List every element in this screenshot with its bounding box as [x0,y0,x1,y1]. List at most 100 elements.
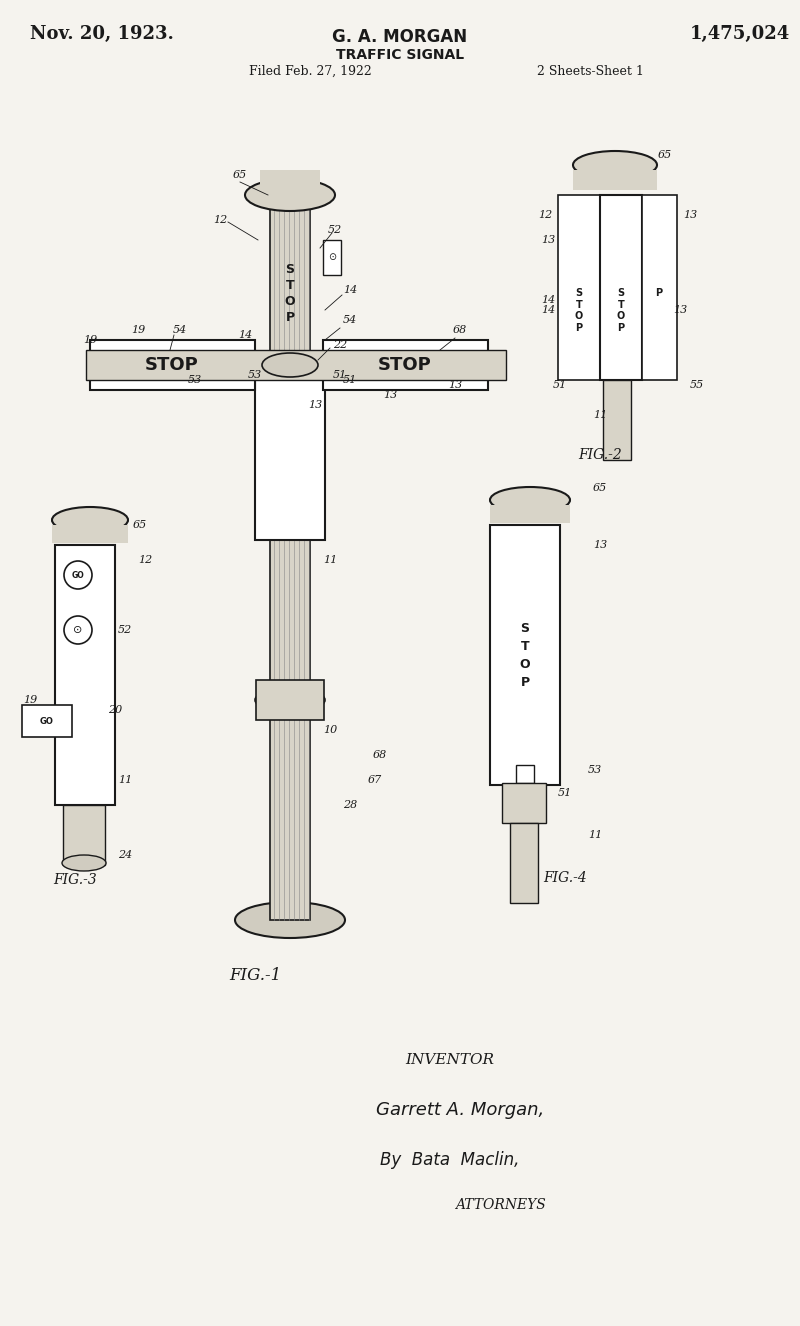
Text: 51: 51 [333,370,347,381]
Text: 53: 53 [188,375,202,385]
Text: 68: 68 [453,325,467,335]
Text: 52: 52 [328,225,342,235]
Text: 52: 52 [118,625,132,635]
Text: INVENTOR: INVENTOR [406,1053,494,1067]
Text: 12: 12 [538,210,552,220]
Text: G. A. MORGAN: G. A. MORGAN [333,28,467,46]
Text: GO: GO [72,570,84,579]
Ellipse shape [52,507,128,533]
Text: FIG.-4: FIG.-4 [543,871,587,884]
Text: STOP: STOP [145,355,199,374]
Text: 1,475,024: 1,475,024 [690,25,790,42]
Bar [22,705,72,737]
Text: 28: 28 [343,800,357,810]
Text: 65: 65 [133,520,147,530]
Text: 13: 13 [308,400,322,410]
Text: 53: 53 [588,765,602,774]
Text: S
T
O
P: S T O P [575,288,583,333]
Text: 53: 53 [248,370,262,381]
Text: 20: 20 [108,705,122,715]
Text: 51: 51 [343,375,357,385]
Text: 12: 12 [213,215,227,225]
Text: 54: 54 [343,316,357,325]
Ellipse shape [245,179,335,211]
Ellipse shape [262,353,318,377]
Text: 65: 65 [658,150,672,160]
Bar [603,381,631,460]
Ellipse shape [573,151,657,179]
Text: 51: 51 [553,381,567,390]
Bar [260,170,320,195]
Text: FIG.-1: FIG.-1 [229,967,281,984]
Text: P: P [655,288,662,298]
Text: 13: 13 [448,381,462,390]
Bar [516,765,534,782]
Text: 19: 19 [23,695,37,705]
Bar [490,505,570,522]
Text: Nov. 20, 1923.: Nov. 20, 1923. [30,25,174,42]
Text: ATTORNEYS: ATTORNEYS [454,1197,546,1212]
Bar [323,339,488,390]
Bar [55,545,115,805]
Ellipse shape [255,688,325,712]
Text: 2 Sheets-Sheet 1: 2 Sheets-Sheet 1 [537,65,643,78]
Bar [510,823,538,903]
Text: 14: 14 [541,294,555,305]
Bar [256,680,324,720]
Text: 55: 55 [690,381,704,390]
Text: 65: 65 [233,170,247,180]
Text: TRAFFIC SIGNAL: TRAFFIC SIGNAL [336,48,464,62]
Text: 24: 24 [118,850,132,861]
Text: 13: 13 [593,540,607,550]
Text: 67: 67 [368,774,382,785]
Bar [255,355,325,540]
Text: 13: 13 [673,305,687,316]
Bar [90,339,255,390]
Text: S
T
O
P: S T O P [617,288,625,333]
Bar [63,805,105,865]
Text: 14: 14 [343,285,357,294]
Bar [600,195,642,381]
Bar [52,525,128,544]
Text: 68: 68 [373,751,387,760]
Text: 19: 19 [83,335,97,345]
Text: 11: 11 [323,556,337,565]
Text: 11: 11 [588,830,602,839]
Ellipse shape [235,902,345,937]
Text: 54: 54 [173,325,187,335]
Text: ⊙: ⊙ [328,252,336,263]
Text: 11: 11 [593,410,607,420]
Text: 22: 22 [333,339,347,350]
Text: ⊙: ⊙ [74,625,82,635]
Text: Filed Feb. 27, 1922: Filed Feb. 27, 1922 [249,65,371,78]
Text: 13: 13 [383,390,397,400]
Text: 13: 13 [683,210,697,220]
Bar [573,170,657,190]
Text: GO: GO [40,716,54,725]
Bar [502,782,546,823]
Text: FIG.-2: FIG.-2 [578,448,622,461]
Text: 12: 12 [138,556,152,565]
Text: By  Bata  Maclin,: By Bata Maclin, [380,1151,520,1170]
Text: 10: 10 [323,725,337,735]
Text: 11: 11 [118,774,132,785]
Text: STOP: STOP [378,355,432,374]
Text: FIG.-3: FIG.-3 [53,873,97,887]
Bar [490,525,560,785]
Text: 14: 14 [238,330,252,339]
Text: 65: 65 [593,483,607,493]
Bar [558,195,600,381]
Bar [86,350,506,381]
Text: S
T
O
P: S T O P [520,622,530,688]
Bar [642,195,677,381]
Text: 51: 51 [558,788,572,798]
Text: S
T
O
P: S T O P [285,263,295,324]
Bar [270,200,310,920]
Text: 19: 19 [131,325,145,335]
Bar [323,240,341,274]
Ellipse shape [62,855,106,871]
Ellipse shape [490,487,570,513]
Text: 13: 13 [541,235,555,245]
Text: 14: 14 [541,305,555,316]
Text: Garrett A. Morgan,: Garrett A. Morgan, [376,1101,544,1119]
